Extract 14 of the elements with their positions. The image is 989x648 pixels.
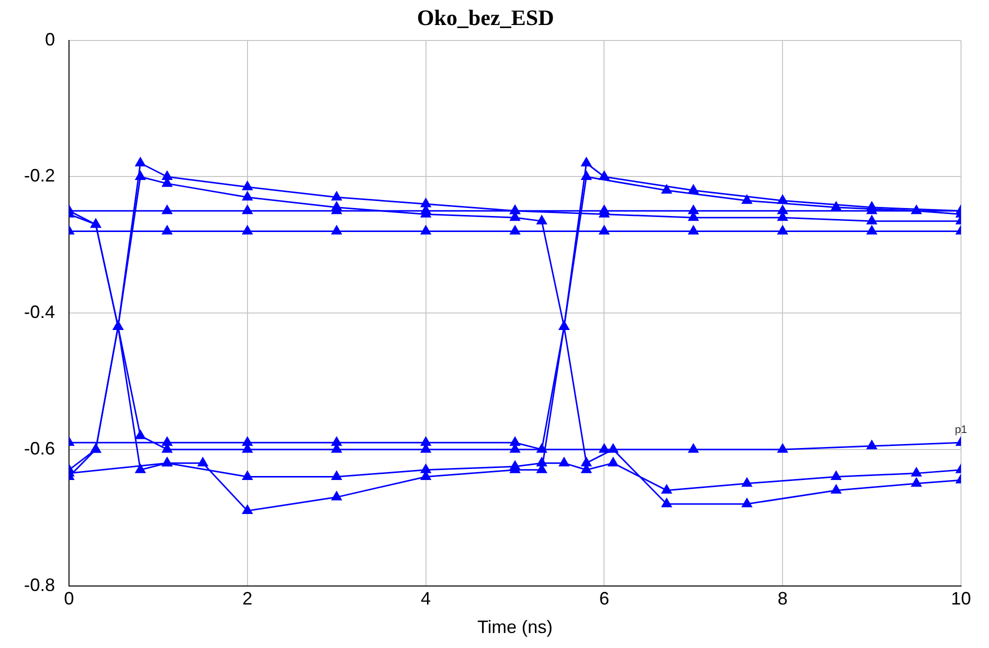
x-tick-label: 10	[950, 588, 972, 609]
x-axis-title: Time (ns)	[477, 617, 553, 638]
chart-title: Oko_bez_ESD	[417, 4, 554, 30]
x-tick-label: 6	[599, 588, 610, 609]
x-tick-label: 8	[778, 588, 788, 609]
y-tick-label: -0.4	[24, 302, 56, 322]
x-tick-label: 2	[242, 588, 252, 609]
annotation: p1	[954, 424, 968, 436]
x-tick-label: 0	[64, 588, 74, 609]
y-tick-label: -0.6	[24, 438, 56, 458]
y-tick-label: -0.8	[24, 574, 56, 595]
y-tick-label: 0	[45, 29, 56, 50]
y-tick-label: -0.2	[24, 166, 56, 186]
x-tick-label: 4	[420, 588, 431, 609]
